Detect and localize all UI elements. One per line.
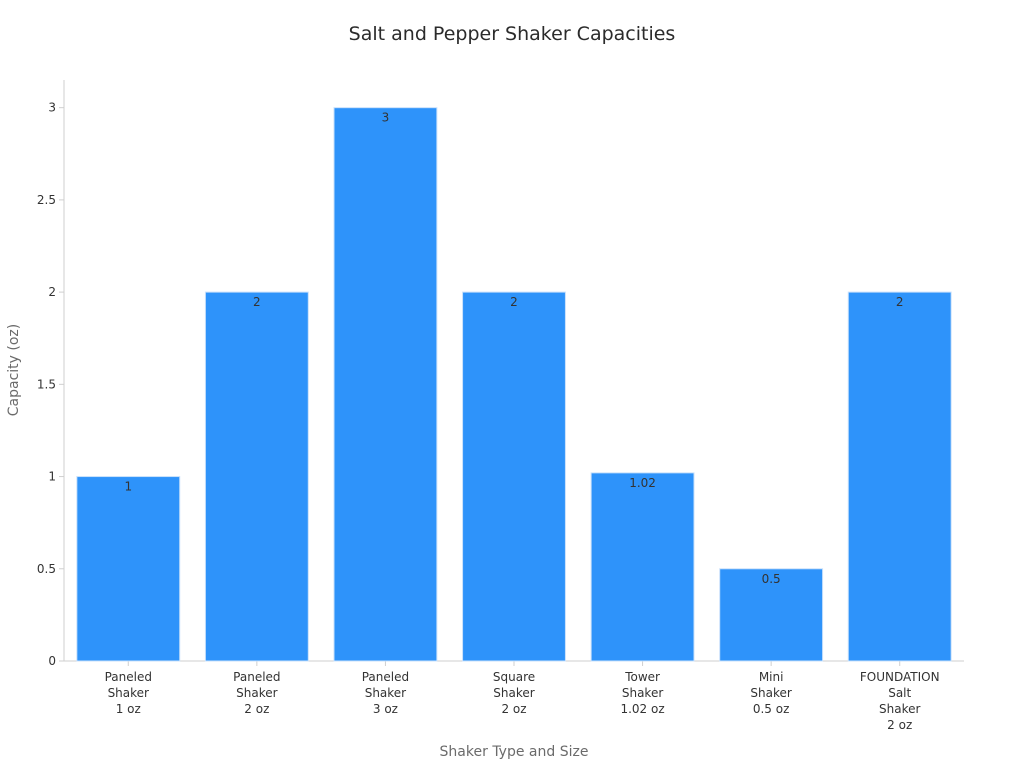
bar xyxy=(719,568,824,662)
data-label: 2 xyxy=(896,295,904,309)
x-tick-label-line: Mini xyxy=(759,670,784,684)
x-tick-label: Paneled Shaker 2 oz xyxy=(233,670,280,716)
x-tick-label: FOUNDATION Salt Shaker 2 oz xyxy=(860,670,940,732)
x-tick-label-line: 1.02 oz xyxy=(620,702,664,716)
x-tick-label: Mini Shaker 0.5 oz xyxy=(750,670,791,716)
x-tick-label: Paneled Shaker 3 oz xyxy=(362,670,409,716)
y-tick-label: 2.5 xyxy=(37,193,56,207)
data-label: 3 xyxy=(382,111,390,125)
x-axis xyxy=(64,660,964,666)
y-tick-label: 3 xyxy=(48,101,56,115)
data-label: 2 xyxy=(510,295,518,309)
y-tick-label: 0.5 xyxy=(37,562,56,576)
x-tick-label-line: Paneled xyxy=(362,670,409,684)
chart-title: Salt and Pepper Shaker Capacities xyxy=(349,23,676,45)
bar xyxy=(76,476,181,662)
data-labels-group: 1 2 3 2 1.02 0.5 2 xyxy=(124,111,903,586)
x-tick-label-line: 2 oz xyxy=(501,702,526,716)
x-tick-label-line: Shaker xyxy=(750,686,791,700)
y-axis-title: Capacity (oz) xyxy=(6,324,22,416)
x-tick-label-line: FOUNDATION xyxy=(860,670,940,684)
x-tick-label-line: Shaker xyxy=(879,702,920,716)
bar xyxy=(333,107,438,662)
x-tick-label-line: Shaker xyxy=(108,686,149,700)
y-axis: 0 0.5 1 1.5 2 2.5 3 xyxy=(37,80,65,668)
x-tick-label-line: 0.5 oz xyxy=(753,702,790,716)
x-tick-label-line: Shaker xyxy=(236,686,277,700)
bar xyxy=(462,291,566,662)
x-tick-label-line: Tower xyxy=(624,670,660,684)
y-tick-label: 2 xyxy=(48,285,56,299)
x-tick-label-line: Shaker xyxy=(622,686,663,700)
data-label: 1.02 xyxy=(629,476,656,490)
bars-group xyxy=(76,107,952,662)
data-label: 2 xyxy=(253,295,261,309)
x-tick-label: Tower Shaker 1.02 oz xyxy=(620,670,664,716)
x-tick-label-line: Salt xyxy=(888,686,911,700)
data-label: 1 xyxy=(124,480,132,494)
data-label: 0.5 xyxy=(762,572,781,586)
bar xyxy=(847,291,952,662)
x-tick-label-line: Shaker xyxy=(493,686,534,700)
x-tick-label-line: 1 oz xyxy=(116,702,141,716)
y-tick-label: 0 xyxy=(48,654,56,668)
x-tick-label: Square Shaker 2 oz xyxy=(493,670,535,716)
x-axis-title: Shaker Type and Size xyxy=(440,744,589,760)
x-tick-label-line: Shaker xyxy=(365,686,406,700)
x-tick-label-line: 2 oz xyxy=(244,702,269,716)
bar xyxy=(590,472,695,662)
bar xyxy=(204,291,309,662)
x-tick-label-line: Square xyxy=(493,670,535,684)
x-tick-label-line: Paneled xyxy=(233,670,280,684)
y-tick-label: 1 xyxy=(48,470,56,484)
x-tick-label-line: 3 oz xyxy=(373,702,398,716)
x-tick-label: Paneled Shaker 1 oz xyxy=(105,670,152,716)
x-tick-label-line: 2 oz xyxy=(887,718,912,732)
x-tick-label-line: Paneled xyxy=(105,670,152,684)
y-tick-label: 1.5 xyxy=(37,377,56,391)
